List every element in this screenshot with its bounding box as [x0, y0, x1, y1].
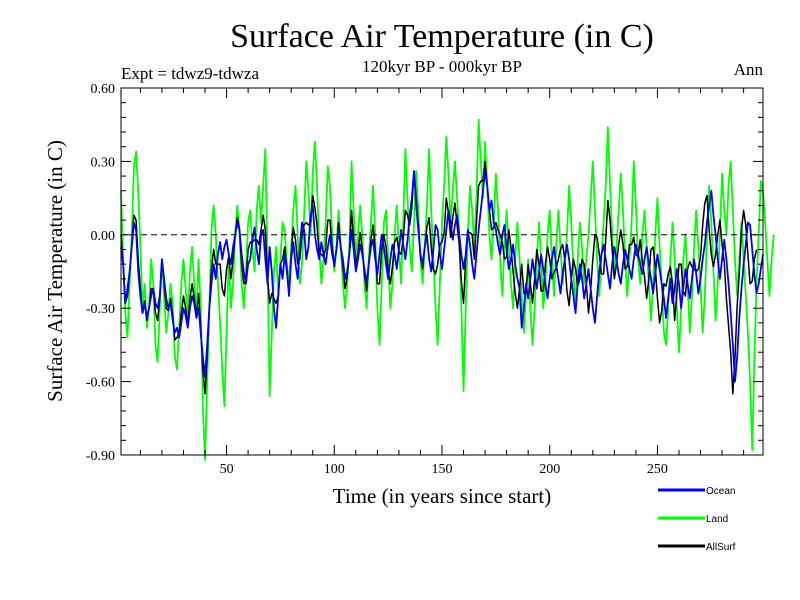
x-tick-label: 50: [220, 462, 234, 477]
chart-subtitle: 120kyr BP - 000kyr BP: [362, 57, 522, 76]
x-tick-label: 100: [324, 462, 345, 477]
x-axis-label: Time (in years since start): [333, 484, 552, 508]
legend-label-allsurf: AllSurf: [706, 542, 736, 553]
series-line-allsurf: [120, 160, 758, 395]
y-tick-label: -0.90: [86, 449, 115, 464]
y-tick-label: 0.60: [91, 82, 116, 97]
season-label: Ann: [734, 60, 764, 79]
series-line-land: [120, 118, 775, 461]
legend-label-ocean: Ocean: [706, 486, 735, 497]
chart-title: Surface Air Temperature (in C): [230, 18, 654, 55]
y-tick-label: 0.00: [91, 229, 116, 244]
x-tick-label: 200: [539, 462, 560, 477]
legend: Ocean Land AllSurf: [658, 486, 736, 553]
y-tick-label: -0.60: [86, 376, 115, 391]
y-axis-label: Surface Air Temperature (in C): [43, 140, 67, 402]
x-tick-label: 250: [647, 462, 668, 477]
x-tick-label: 150: [432, 462, 453, 477]
y-tick-label: -0.30: [86, 302, 115, 317]
legend-label-land: Land: [706, 514, 728, 525]
plot-area: 50 100 150 200 250 -0.90 -0.60 -0.30 0.00 0.30 0.6…: [86, 82, 775, 477]
experiment-label: Expt = tdwz9-tdwza: [121, 64, 259, 83]
y-tick-label: 0.30: [91, 155, 116, 170]
series-line-ocean: [120, 170, 764, 383]
